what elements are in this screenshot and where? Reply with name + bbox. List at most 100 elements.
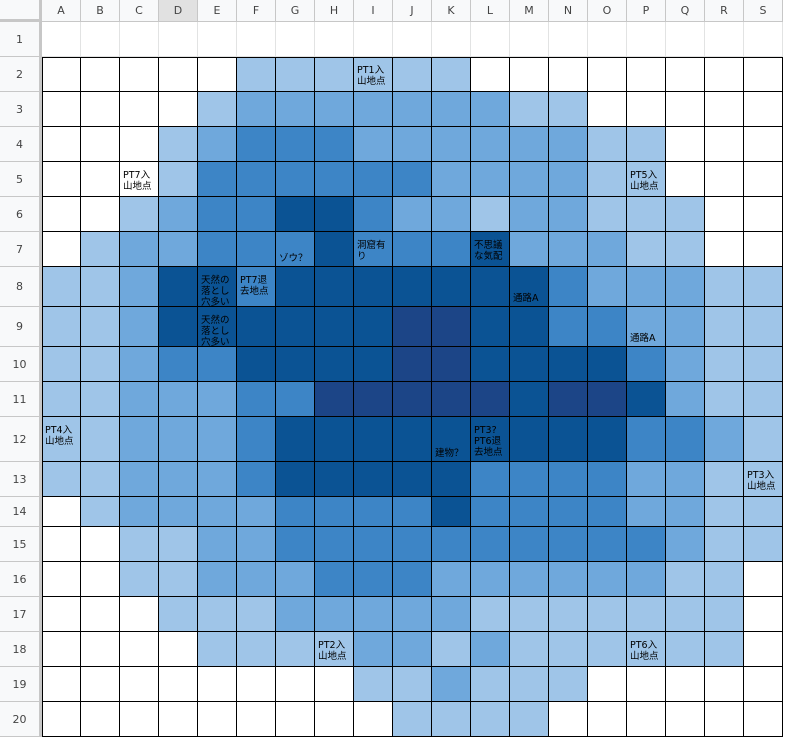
cell-J10[interactable] — [393, 347, 432, 382]
cell-C16[interactable] — [120, 562, 159, 597]
cell-B1[interactable] — [81, 22, 120, 57]
cell-B13[interactable] — [81, 462, 120, 497]
cell-C15[interactable] — [120, 527, 159, 562]
cell-J13[interactable] — [393, 462, 432, 497]
cell-Q20[interactable] — [666, 702, 705, 737]
cell-F19[interactable] — [237, 667, 276, 702]
cell-R15[interactable] — [705, 527, 744, 562]
cell-M9[interactable] — [510, 307, 549, 347]
cell-K5[interactable] — [432, 162, 471, 197]
cell-F5[interactable] — [237, 162, 276, 197]
cell-E15[interactable] — [198, 527, 237, 562]
cell-N19[interactable] — [549, 667, 588, 702]
cell-F11[interactable] — [237, 382, 276, 417]
cell-N9[interactable] — [549, 307, 588, 347]
cell-Q18[interactable] — [666, 632, 705, 667]
cell-O7[interactable] — [588, 232, 627, 267]
cell-K15[interactable] — [432, 527, 471, 562]
cell-I8[interactable] — [354, 267, 393, 307]
cell-E12[interactable] — [198, 417, 237, 462]
cell-A18[interactable] — [42, 632, 81, 667]
cell-A4[interactable] — [42, 127, 81, 162]
cell-J2[interactable] — [393, 57, 432, 92]
cell-E6[interactable] — [198, 197, 237, 232]
cell-C20[interactable] — [120, 702, 159, 737]
cell-G14[interactable] — [276, 497, 315, 527]
cell-E9[interactable] — [198, 307, 237, 347]
cell-M13[interactable] — [510, 462, 549, 497]
cell-E3[interactable] — [198, 92, 237, 127]
cell-Q6[interactable] — [666, 197, 705, 232]
cell-H9[interactable] — [315, 307, 354, 347]
cell-Q4[interactable] — [666, 127, 705, 162]
cell-M14[interactable] — [510, 497, 549, 527]
cell-J20[interactable] — [393, 702, 432, 737]
cell-Q5[interactable] — [666, 162, 705, 197]
cell-J18[interactable] — [393, 632, 432, 667]
cell-O2[interactable] — [588, 57, 627, 92]
cell-H17[interactable] — [315, 597, 354, 632]
cell-I7[interactable] — [354, 232, 393, 267]
cell-N4[interactable] — [549, 127, 588, 162]
cell-R3[interactable] — [705, 92, 744, 127]
cell-B12[interactable] — [81, 417, 120, 462]
column-header-R[interactable]: R — [705, 0, 744, 22]
cell-N2[interactable] — [549, 57, 588, 92]
cell-B5[interactable] — [81, 162, 120, 197]
cell-H19[interactable] — [315, 667, 354, 702]
cell-K10[interactable] — [432, 347, 471, 382]
row-header-8[interactable]: 8 — [0, 267, 42, 307]
cell-L18[interactable] — [471, 632, 510, 667]
cell-N12[interactable] — [549, 417, 588, 462]
cell-C19[interactable] — [120, 667, 159, 702]
cell-A19[interactable] — [42, 667, 81, 702]
row-header-9[interactable]: 9 — [0, 307, 42, 347]
cell-E1[interactable] — [198, 22, 237, 57]
cell-A17[interactable] — [42, 597, 81, 632]
column-header-Q[interactable]: Q — [666, 0, 705, 22]
cell-G16[interactable] — [276, 562, 315, 597]
cell-G9[interactable] — [276, 307, 315, 347]
cell-J12[interactable] — [393, 417, 432, 462]
cell-N5[interactable] — [549, 162, 588, 197]
cell-P19[interactable] — [627, 667, 666, 702]
cell-F4[interactable] — [237, 127, 276, 162]
cell-C4[interactable] — [120, 127, 159, 162]
cell-L5[interactable] — [471, 162, 510, 197]
cell-I5[interactable] — [354, 162, 393, 197]
cell-O10[interactable] — [588, 347, 627, 382]
cell-E13[interactable] — [198, 462, 237, 497]
column-header-N[interactable]: N — [549, 0, 588, 22]
cell-R6[interactable] — [705, 197, 744, 232]
cell-D5[interactable] — [159, 162, 198, 197]
cell-K2[interactable] — [432, 57, 471, 92]
cell-D10[interactable] — [159, 347, 198, 382]
cell-I11[interactable] — [354, 382, 393, 417]
cell-J8[interactable] — [393, 267, 432, 307]
cell-P20[interactable] — [627, 702, 666, 737]
cell-P1[interactable] — [627, 22, 666, 57]
cell-H15[interactable] — [315, 527, 354, 562]
cell-Q16[interactable] — [666, 562, 705, 597]
cell-C14[interactable] — [120, 497, 159, 527]
cell-S17[interactable] — [744, 597, 783, 632]
cell-S4[interactable] — [744, 127, 783, 162]
cell-M11[interactable] — [510, 382, 549, 417]
cell-L8[interactable] — [471, 267, 510, 307]
column-header-S[interactable]: S — [744, 0, 783, 22]
cell-D11[interactable] — [159, 382, 198, 417]
cell-S6[interactable] — [744, 197, 783, 232]
cell-S5[interactable] — [744, 162, 783, 197]
row-header-3[interactable]: 3 — [0, 92, 42, 127]
cell-K13[interactable] — [432, 462, 471, 497]
cell-B9[interactable] — [81, 307, 120, 347]
cell-P12[interactable] — [627, 417, 666, 462]
cell-L7[interactable] — [471, 232, 510, 267]
cell-C11[interactable] — [120, 382, 159, 417]
cell-M17[interactable] — [510, 597, 549, 632]
cell-C5[interactable] — [120, 162, 159, 197]
cell-H14[interactable] — [315, 497, 354, 527]
cell-E16[interactable] — [198, 562, 237, 597]
cell-D12[interactable] — [159, 417, 198, 462]
cell-A15[interactable] — [42, 527, 81, 562]
